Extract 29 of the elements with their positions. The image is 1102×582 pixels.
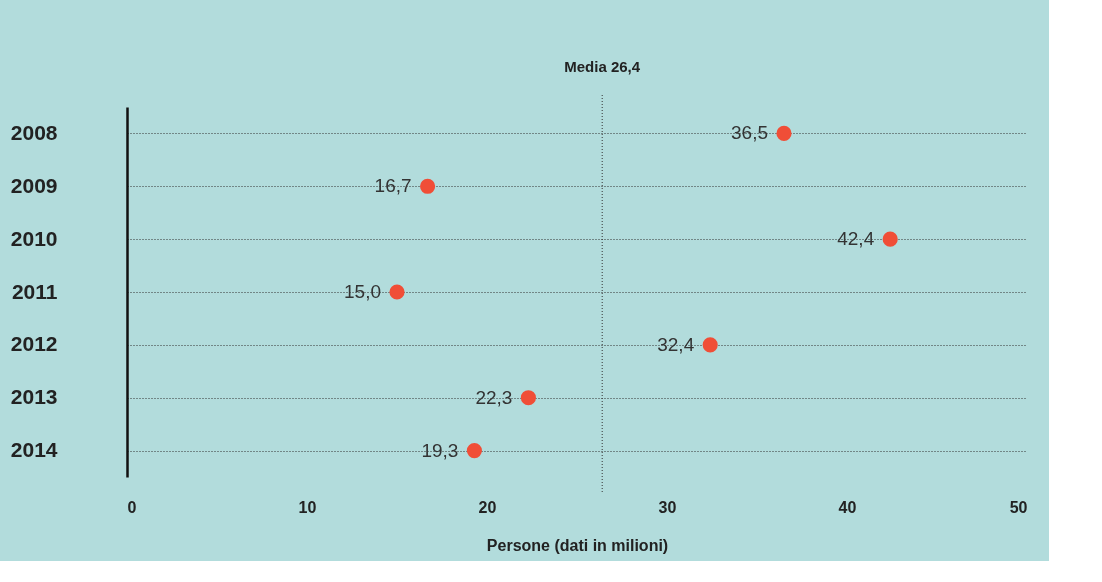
data-label: 16,7 [374,175,412,197]
y-tick-label: 2013 [10,385,58,409]
data-label: 36,5 [731,122,768,144]
x-tick-label: 40 [838,498,857,516]
y-tick-label: 2014 [10,438,58,462]
y-tick-label: 2008 [10,120,58,144]
x-axis-title: Persone (dati in milioni) [486,536,669,554]
point [776,125,792,141]
point [520,390,536,406]
y-tick-label: 2010 [10,226,58,250]
data-label: 15,0 [344,281,381,302]
x-tick-label: 20 [478,498,497,516]
point [466,443,482,459]
y-tick-label: 2011 [11,279,58,303]
x-tick-label: 0 [127,498,137,516]
data-label: 42,4 [837,228,875,250]
x-tick-label: 10 [298,498,317,516]
point [882,231,898,247]
point [702,337,718,353]
x-tick-label: 50 [1009,498,1028,516]
data-label: 19,3 [421,439,459,461]
y-tick-label: 2012 [10,332,58,356]
x-tick-label: 30 [658,498,677,516]
point [420,178,436,194]
data-label: 22,3 [475,386,513,408]
point [389,284,405,300]
ref-line-label: Media 26,4 [564,58,641,75]
data-label: 32,4 [657,333,695,355]
y-tick-label: 2009 [10,173,58,197]
